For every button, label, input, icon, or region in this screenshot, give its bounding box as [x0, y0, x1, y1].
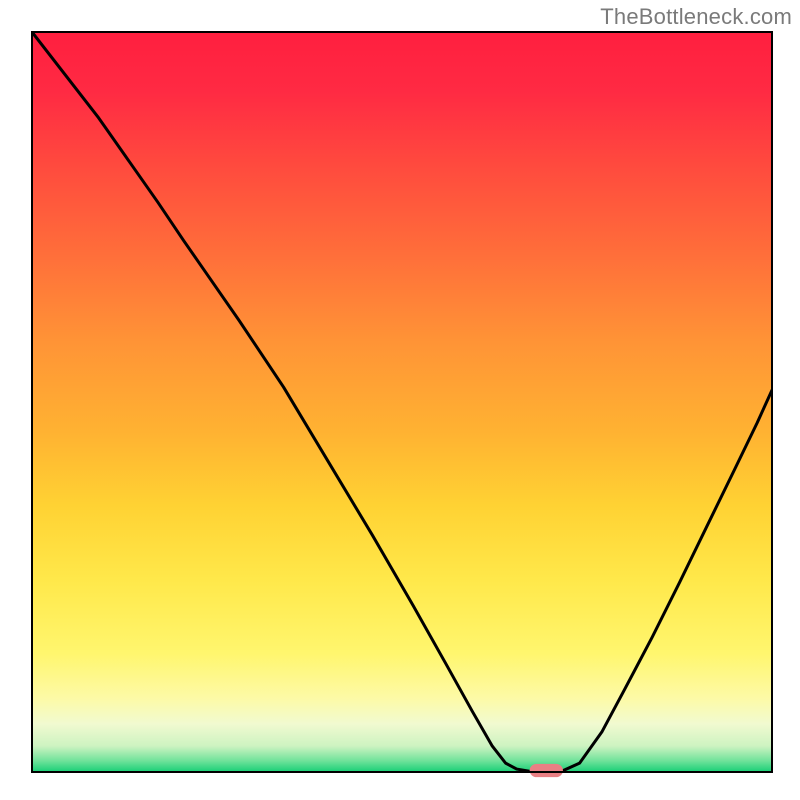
chart-svg	[0, 0, 800, 800]
bottleneck-chart	[0, 0, 800, 800]
chart-container: TheBottleneck.com	[0, 0, 800, 800]
plot-area	[32, 32, 772, 777]
gradient-background	[32, 32, 772, 772]
optimal-marker	[530, 764, 563, 777]
